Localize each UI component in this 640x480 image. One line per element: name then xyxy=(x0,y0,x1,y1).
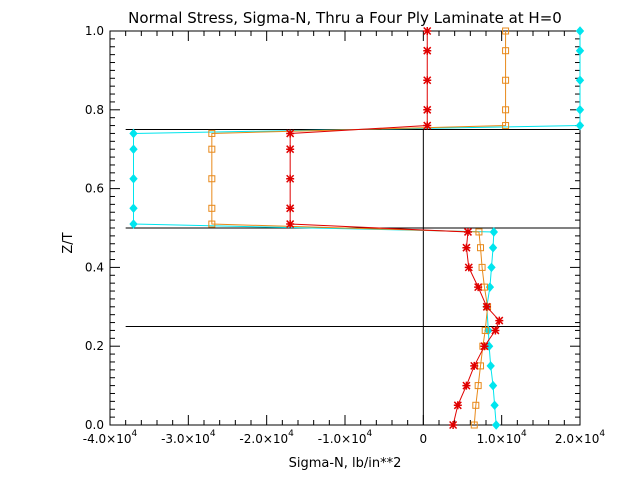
asterisk-marker xyxy=(286,129,295,138)
square-marker xyxy=(502,76,510,84)
asterisk-marker xyxy=(286,174,295,183)
series-group xyxy=(129,26,585,430)
square-marker xyxy=(208,145,216,153)
asterisk-marker xyxy=(423,26,432,36)
diamond-marker xyxy=(129,144,138,154)
asterisk-marker xyxy=(453,401,462,410)
diamond-marker xyxy=(488,242,498,253)
asterisk-marker xyxy=(449,420,458,430)
diamond-marker xyxy=(575,45,585,56)
square-marker xyxy=(481,326,489,334)
diamond-marker xyxy=(486,361,495,371)
y-tick-label: 1.0 xyxy=(85,24,104,38)
asterisk-marker xyxy=(423,121,432,130)
series-line xyxy=(289,31,500,426)
x-tick-group: -4.0×104 -3.0×104 -2.0×104 -1.0×104 0 1.0×104… xyxy=(83,31,605,446)
asterisk-marker xyxy=(423,105,432,114)
square-marker xyxy=(470,421,478,429)
square-marker xyxy=(475,228,483,236)
asterisk-marker xyxy=(463,227,473,236)
diamond-marker xyxy=(129,128,138,139)
square-marker xyxy=(208,220,216,228)
asterisk-marker xyxy=(286,145,295,154)
asterisk-marker xyxy=(470,361,479,370)
square-marker xyxy=(208,129,216,137)
asterisk-marker xyxy=(464,263,473,272)
asterisk-marker xyxy=(495,316,504,325)
diamond-marker xyxy=(488,380,498,391)
diamond-marker xyxy=(575,105,585,115)
diamond-marker xyxy=(489,227,498,237)
diamond-marker xyxy=(129,203,138,214)
series-asterisk xyxy=(286,26,504,430)
asterisk-marker xyxy=(423,46,432,55)
asterisk-marker xyxy=(474,283,483,292)
x-tick-label: 0 xyxy=(420,432,428,446)
square-marker xyxy=(208,175,216,183)
square-marker xyxy=(478,263,486,271)
asterisk-marker xyxy=(482,302,491,311)
square-marker xyxy=(502,27,510,35)
y-tick-group: 0.0 0.2 0.4 0.6 0.8 1.0 xyxy=(85,24,580,432)
y-axis-label: Z/T xyxy=(61,232,76,253)
asterisk-marker xyxy=(462,381,471,390)
x-tick-label: 2.0×104 xyxy=(555,429,605,446)
square-marker xyxy=(502,106,510,114)
y-tick-label: 0.4 xyxy=(85,260,104,274)
x-axis-label: Sigma-N, lb/in**2 xyxy=(289,456,402,471)
x-tick-label: -3.0×104 xyxy=(161,429,216,446)
asterisk-marker xyxy=(462,243,471,252)
chart-title: Normal Stress, Sigma-N, Thru a Four Ply … xyxy=(128,9,562,27)
diamond-marker xyxy=(575,120,585,131)
x-tick-label: 1.0×104 xyxy=(477,429,527,446)
diamond-marker xyxy=(492,420,501,430)
square-marker xyxy=(208,204,216,212)
y-tick-label: 0.0 xyxy=(85,418,104,432)
reference-lines xyxy=(125,129,580,425)
y-tick-label: 0.2 xyxy=(85,339,104,353)
asterisk-marker xyxy=(491,326,500,335)
x-tick-label: -1.0×104 xyxy=(318,429,373,446)
square-marker xyxy=(477,244,485,252)
asterisk-marker xyxy=(480,342,489,351)
diamond-marker xyxy=(487,262,496,273)
square-marker xyxy=(472,401,480,409)
asterisk-marker xyxy=(286,220,295,229)
series-line xyxy=(211,31,507,426)
square-marker xyxy=(502,122,510,130)
diamond-marker xyxy=(129,173,138,184)
y-tick-label: 0.6 xyxy=(85,182,104,196)
square-marker xyxy=(502,47,510,55)
asterisk-marker xyxy=(423,76,432,85)
x-tick-label: -2.0×104 xyxy=(239,429,294,446)
diamond-marker xyxy=(129,219,138,229)
asterisk-marker xyxy=(286,204,295,213)
x-tick-label: -4.0×104 xyxy=(83,429,138,446)
square-marker xyxy=(474,382,482,390)
diamond-marker xyxy=(575,75,585,86)
diamond-marker xyxy=(490,400,499,411)
series-diamond xyxy=(129,26,585,430)
y-tick-label: 0.8 xyxy=(85,103,104,117)
diamond-marker xyxy=(575,26,585,36)
